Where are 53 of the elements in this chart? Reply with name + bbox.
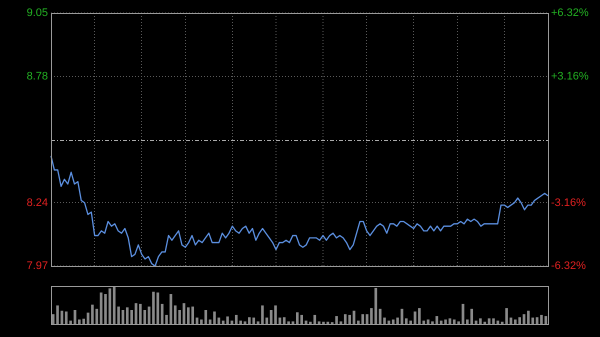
bar: [244, 321, 246, 324]
bar: [400, 308, 404, 324]
bar: [126, 307, 129, 324]
bar: [274, 305, 277, 324]
bar: [335, 316, 338, 324]
bar: [440, 320, 443, 324]
bar: [95, 308, 98, 324]
bar: [514, 319, 517, 324]
y-tick-label: 8.78: [26, 70, 48, 82]
bar: [492, 318, 495, 324]
bar: [344, 314, 347, 324]
bar: [112, 286, 116, 324]
y2-tick-label: +3.16%: [551, 70, 589, 82]
bar: [352, 310, 356, 324]
bar: [204, 310, 208, 324]
y2-tick-label: +6.32%: [551, 7, 589, 20]
bar: [361, 314, 364, 324]
bar: [422, 320, 426, 324]
bar: [74, 310, 76, 324]
bar: [452, 319, 456, 324]
bar: [444, 319, 447, 324]
bar: [174, 305, 177, 324]
bar: [300, 314, 304, 324]
bar: [313, 314, 316, 324]
bar: [143, 310, 146, 324]
y-tick-label: 8.24: [26, 196, 48, 209]
y2-tick-label: -3.16%: [551, 196, 586, 209]
bar: [213, 312, 216, 324]
bar: [261, 305, 264, 324]
bar: [222, 320, 225, 324]
bar: [234, 314, 238, 324]
bar: [540, 314, 543, 324]
bar: [470, 308, 474, 324]
bar: [462, 304, 464, 324]
bar: [414, 312, 416, 324]
bar: [134, 303, 138, 324]
y2-tick-label: -6.32%: [551, 260, 586, 272]
bar: [544, 316, 548, 324]
bar: [156, 292, 160, 324]
bar: [522, 314, 526, 324]
bar: [191, 306, 194, 324]
y-tick-label: 7.97: [26, 260, 48, 272]
bar: [56, 305, 59, 324]
bar: [282, 317, 286, 324]
bar: [252, 318, 256, 324]
bar: [296, 312, 299, 324]
bar: [182, 303, 186, 324]
bar: [374, 288, 378, 324]
bar: [531, 318, 534, 324]
bar: [64, 312, 68, 324]
bar: [152, 292, 155, 324]
bar: [392, 319, 395, 324]
y-tick-label: 9.05: [26, 7, 48, 20]
